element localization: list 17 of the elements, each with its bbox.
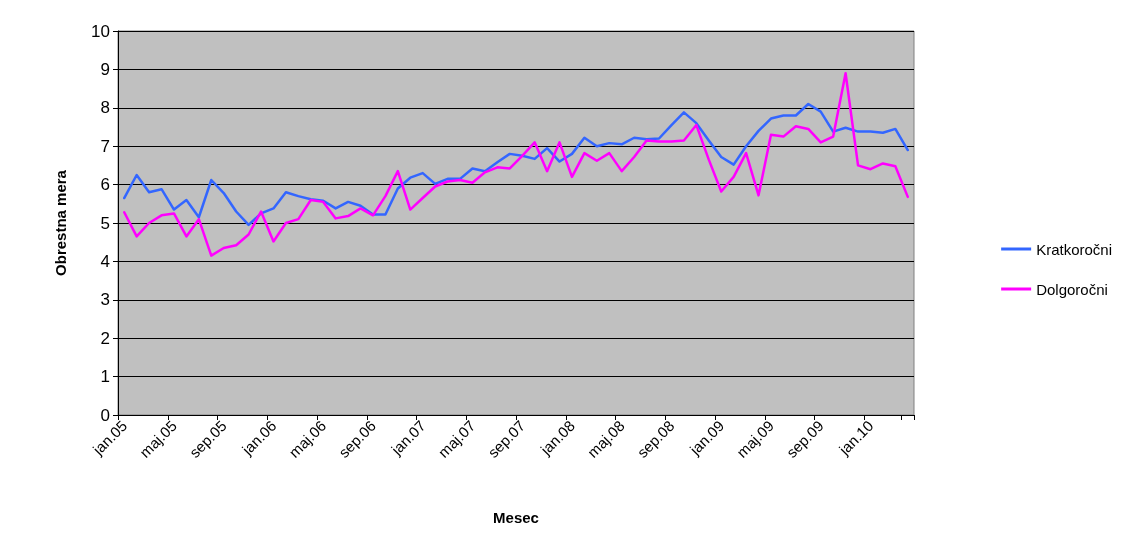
- y-tick-label: 1: [100, 367, 110, 387]
- y-tick-label: 4: [100, 251, 110, 271]
- y-axis-title: Obrestna mera: [52, 169, 69, 276]
- legend-label: Kratkoročni: [1036, 240, 1113, 258]
- y-tick-label: 3: [100, 290, 110, 310]
- legend-label: Dolgoročni: [1036, 280, 1108, 298]
- y-tick-label: 6: [100, 175, 110, 195]
- line-series: [122, 71, 910, 257]
- y-tick-label: 7: [100, 136, 110, 156]
- y-tick-label: 0: [100, 405, 110, 425]
- y-tick-label: 5: [100, 213, 110, 233]
- line-series: [122, 102, 910, 227]
- y-tick-label: 2: [100, 328, 110, 348]
- y-tick-label: 9: [100, 59, 110, 79]
- x-axis-title: Mesec: [493, 509, 539, 526]
- y-tick-label: 10: [91, 21, 110, 41]
- y-tick-label: 8: [100, 98, 110, 118]
